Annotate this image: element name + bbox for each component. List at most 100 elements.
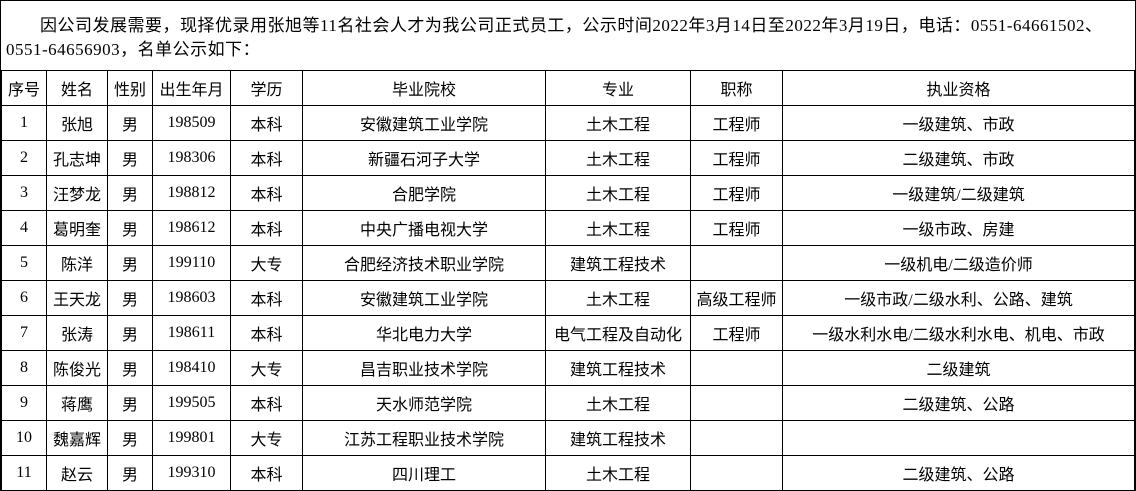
column-header: 毕业院校 bbox=[302, 70, 546, 106]
table-row: 4 葛明奎男 198612 本科 中央广播电视大学 土木工程 工程师 一级市政、房建 bbox=[1, 210, 1135, 246]
table-row: 3 汪梦龙男 198812 本科 合肥学院 土木工程 工程师 一级建筑/二级建筑 bbox=[1, 175, 1135, 211]
column-header: 专业 bbox=[545, 70, 691, 106]
table-cell: 葛明奎 bbox=[46, 210, 108, 246]
table-cell: 土木工程 bbox=[545, 385, 691, 421]
table-row: 9 蒋鹰男 199505 本科 天水师范学院 土木工程 二级建筑、公路 bbox=[1, 385, 1135, 421]
table-cell: 男 bbox=[107, 385, 153, 421]
table-row: 6 王天龙男 198603 本科 安徽建筑工业学院 土木工程 高级工程师 一级市政/二级水利、… bbox=[1, 280, 1135, 316]
table-cell: 本科 bbox=[230, 210, 303, 246]
table-cell: 5 bbox=[1, 245, 47, 281]
table-cell: 孔志坤 bbox=[46, 140, 108, 176]
table-cell: 11 bbox=[1, 455, 47, 490]
table-row: 8 陈俊光男 198410 大专 昌吉职业技术学院 建筑工程技术 二级建筑 bbox=[1, 350, 1135, 386]
table-cell: 天水师范学院 bbox=[302, 385, 546, 421]
table-cell: 华北电力大学 bbox=[302, 315, 546, 351]
table-cell: 一级机电/二级造价师 bbox=[782, 245, 1135, 281]
table-cell: 工程师 bbox=[690, 140, 783, 176]
table-cell bbox=[690, 245, 783, 281]
table-cell: 安徽建筑工业学院 bbox=[302, 280, 546, 316]
table-cell bbox=[690, 350, 783, 386]
table-cell: 建筑工程技术 bbox=[545, 245, 691, 281]
table-row: 7 张涛男 198611 本科 华北电力大学 电气工程及自动化 工程师 一级水利水电/二级水利… bbox=[1, 315, 1135, 351]
table-cell: 男 bbox=[107, 350, 153, 386]
table-cell: 安徽建筑工业学院 bbox=[302, 105, 546, 141]
column-header: 执业资格 bbox=[782, 70, 1135, 106]
table-cell: 本科 bbox=[230, 105, 303, 141]
table-cell: 工程师 bbox=[690, 175, 783, 211]
table-cell: 工程师 bbox=[690, 315, 783, 351]
recruitment-table: 序号 姓名 性别 出生年月 学历 毕业院校 专业 职称 执业资格 1 张旭男 198509 本科 安徽建… bbox=[1, 70, 1135, 490]
table-cell: 赵云 bbox=[46, 455, 108, 490]
table-cell: 中央广播电视大学 bbox=[302, 210, 546, 246]
table-row: 2 孔志坤男 198306 本科 新疆石河子大学 土木工程 工程师 二级建筑、市政 bbox=[1, 140, 1135, 176]
table-cell: 男 bbox=[107, 210, 153, 246]
table-cell: 3 bbox=[1, 175, 47, 211]
table-cell: 199310 bbox=[152, 455, 231, 490]
column-header: 学历 bbox=[230, 70, 303, 106]
table-cell: 土木工程 bbox=[545, 455, 691, 490]
column-header: 出生年月 bbox=[152, 70, 231, 106]
table-cell: 男 bbox=[107, 245, 153, 281]
table-row: 11 赵云男 199310 本科 四川理工 土木工程 二级建筑、公路 bbox=[1, 455, 1135, 490]
table-cell: 电气工程及自动化 bbox=[545, 315, 691, 351]
table-cell: 9 bbox=[1, 385, 47, 421]
table-cell: 一级建筑/二级建筑 bbox=[782, 175, 1135, 211]
table-cell: 一级水利水电/二级水利水电、机电、市政 bbox=[782, 315, 1135, 351]
table-cell: 大专 bbox=[230, 420, 303, 456]
table-cell: 陈俊光 bbox=[46, 350, 108, 386]
table-cell bbox=[690, 420, 783, 456]
table-cell: 198812 bbox=[152, 175, 231, 211]
table-cell: 张旭 bbox=[46, 105, 108, 141]
table-cell: 男 bbox=[107, 315, 153, 351]
table-cell: 建筑工程技术 bbox=[545, 350, 691, 386]
table-row: 10 魏嘉辉男 199801 大专 江苏工程职业技术学院 建筑工程技术 bbox=[1, 420, 1135, 456]
table-row: 5 陈洋男 199110 大专 合肥经济技术职业学院 建筑工程技术 一级机电/二级造价师 bbox=[1, 245, 1135, 281]
table-cell: 一级市政/二级水利、公路、建筑 bbox=[782, 280, 1135, 316]
table-cell: 男 bbox=[107, 140, 153, 176]
table-cell: 4 bbox=[1, 210, 47, 246]
table-cell: 8 bbox=[1, 350, 47, 386]
table-cell: 本科 bbox=[230, 315, 303, 351]
table-cell: 工程师 bbox=[690, 105, 783, 141]
table-cell: 蒋鹰 bbox=[46, 385, 108, 421]
column-header: 职称 bbox=[690, 70, 783, 106]
table-cell: 汪梦龙 bbox=[46, 175, 108, 211]
header-row: 序号 姓名 性别 出生年月 学历 毕业院校 专业 职称 执业资格 bbox=[1, 70, 1135, 106]
table-cell: 王天龙 bbox=[46, 280, 108, 316]
table-cell: 本科 bbox=[230, 280, 303, 316]
table-cell: 一级市政、房建 bbox=[782, 210, 1135, 246]
table-cell: 10 bbox=[1, 420, 47, 456]
table-cell: 昌吉职业技术学院 bbox=[302, 350, 546, 386]
table-cell: 本科 bbox=[230, 455, 303, 490]
table-cell: 199505 bbox=[152, 385, 231, 421]
table-cell: 本科 bbox=[230, 140, 303, 176]
table-cell: 合肥经济技术职业学院 bbox=[302, 245, 546, 281]
table-cell: 江苏工程职业技术学院 bbox=[302, 420, 546, 456]
table-cell: 大专 bbox=[230, 350, 303, 386]
table-cell: 198306 bbox=[152, 140, 231, 176]
table-cell: 土木工程 bbox=[545, 175, 691, 211]
table-cell: 1 bbox=[1, 105, 47, 141]
table-cell: 工程师 bbox=[690, 210, 783, 246]
table-cell: 本科 bbox=[230, 385, 303, 421]
table-cell: 建筑工程技术 bbox=[545, 420, 691, 456]
table-cell: 二级建筑、公路 bbox=[782, 385, 1135, 421]
table-cell bbox=[782, 420, 1135, 456]
table-cell: 198611 bbox=[152, 315, 231, 351]
table-cell: 7 bbox=[1, 315, 47, 351]
table-cell: 土木工程 bbox=[545, 140, 691, 176]
table-cell: 合肥学院 bbox=[302, 175, 546, 211]
table-cell: 新疆石河子大学 bbox=[302, 140, 546, 176]
table-cell: 魏嘉辉 bbox=[46, 420, 108, 456]
table-row: 1 张旭男 198509 本科 安徽建筑工业学院 土木工程 工程师 一级建筑、市政 bbox=[1, 105, 1135, 141]
table-cell: 男 bbox=[107, 280, 153, 316]
table-cell: 男 bbox=[107, 420, 153, 456]
table-cell: 二级建筑 bbox=[782, 350, 1135, 386]
table-cell: 一级建筑、市政 bbox=[782, 105, 1135, 141]
table-cell: 陈洋 bbox=[46, 245, 108, 281]
table-cell: 高级工程师 bbox=[690, 280, 783, 316]
table-cell: 6 bbox=[1, 280, 47, 316]
table-cell: 二级建筑、公路 bbox=[782, 455, 1135, 490]
table-cell: 四川理工 bbox=[302, 455, 546, 490]
